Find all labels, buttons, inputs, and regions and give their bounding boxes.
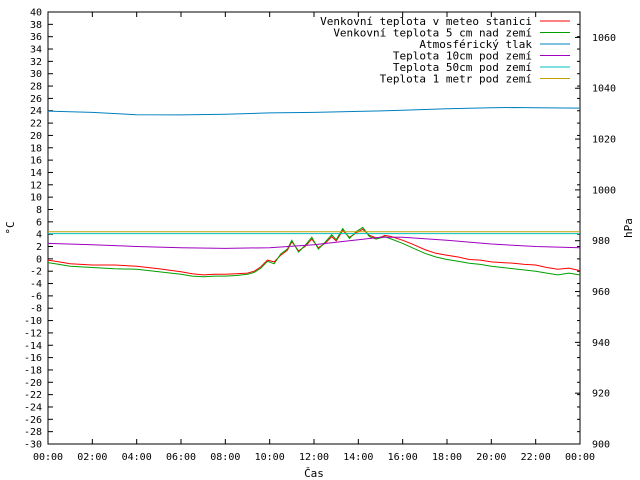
y-left-tick-label: 30	[30, 69, 42, 80]
y-right-tick-label: 1040	[592, 84, 616, 95]
x-tick-label: 18:00	[432, 452, 462, 463]
series-line-venkovni-teplota-v-meteo-stanici	[47, 228, 581, 276]
x-tick-label: 06:00	[166, 452, 196, 463]
x-tick-label: 04:00	[122, 452, 152, 463]
y-left-tick-label: 40	[30, 8, 42, 19]
y-left-tick-label: 0	[36, 254, 42, 265]
y-left-tick-label: -16	[24, 353, 42, 364]
legend-label: Teplota 1 metr pod zemí	[380, 73, 532, 86]
legend-label: Teplota 10cm pod zemí	[393, 50, 532, 63]
y-left-tick-label: 6	[36, 217, 42, 228]
y-left-tick-label: -24	[24, 402, 42, 413]
y-left-tick-label: 16	[30, 156, 42, 167]
y-right-tick-label: 1060	[592, 33, 616, 44]
y-left-tick-label: 12	[30, 180, 42, 191]
y-left-tick-label: 28	[30, 82, 42, 93]
y-left-tick-label: 38	[30, 20, 42, 31]
y-left-tick-label: -6	[30, 291, 42, 302]
y-left-tick-label: 8	[36, 205, 42, 216]
y-right-tick-label: 900	[592, 440, 610, 451]
y-left-tick-label: -2	[30, 267, 42, 278]
legend-label: Venkovní teplota 5 cm nad zemí	[333, 27, 532, 40]
y-left-tick-label: 36	[30, 32, 42, 43]
x-tick-label: 22:00	[521, 452, 551, 463]
y-left-tick-label: -8	[30, 304, 42, 315]
y-left-tick-label: -18	[24, 365, 42, 376]
y-right-ticks: 900 920 940 960 980 1000 1020 1040 1060	[575, 33, 616, 451]
y-right-tick-label: 940	[592, 338, 610, 349]
y-left-tick-label: 24	[30, 106, 42, 117]
y-left-tick-label: -10	[24, 316, 42, 327]
x-axis-title: Čas	[304, 467, 324, 480]
y-left-tick-label: -20	[24, 378, 42, 389]
y-right-tick-label: 980	[592, 236, 610, 247]
y-left-tick-label: 18	[30, 143, 42, 154]
y-left-tick-label: 22	[30, 119, 42, 130]
x-tick-label: 14:00	[343, 452, 373, 463]
y-left-tick-label: 2	[36, 242, 42, 253]
x-tick-label: 10:00	[255, 452, 285, 463]
y-right-tick-label: 1020	[592, 135, 616, 146]
x-tick-label: 12:00	[299, 452, 329, 463]
y-left-tick-label: -14	[24, 341, 42, 352]
legend: Venkovní teplota v meteo staniciVenkovní…	[320, 15, 570, 86]
y-left-tick-label: 14	[30, 168, 42, 179]
x-tick-label: 00:00	[565, 452, 595, 463]
series-line-teplota-10cm-pod-zemi	[47, 236, 581, 249]
x-tick-label: 20:00	[476, 452, 506, 463]
legend-label: Venkovní teplota v meteo stanici	[320, 15, 532, 28]
legend-label: Atmosférický tlak	[419, 38, 532, 51]
y-right-axis-title: hPa	[622, 218, 635, 238]
y-left-tick-label: -26	[24, 415, 42, 426]
y-left-tick-label: 20	[30, 131, 42, 142]
x-tick-label: 16:00	[388, 452, 418, 463]
x-tick-label: 02:00	[77, 452, 107, 463]
series-line-atmosfericky-tlak	[47, 106, 581, 116]
y-left-tick-label: 4	[36, 230, 42, 241]
y-left-tick-label: -30	[24, 440, 42, 451]
y-left-ticks: -30-28-26-24-22-20-18-16-14-12-10-8-6-4-…	[24, 8, 580, 451]
y-right-tick-label: 920	[592, 389, 610, 400]
y-left-tick-label: 26	[30, 94, 42, 105]
y-left-axis-title: °C	[4, 221, 17, 234]
y-left-tick-label: -12	[24, 328, 42, 339]
y-left-tick-label: -22	[24, 390, 42, 401]
y-right-tick-label: 960	[592, 287, 610, 298]
x-ticks: 00:00 02:00 04:00 06:00 08:00 10:00 12:00 14:00…	[33, 12, 595, 463]
y-left-tick-label: 10	[30, 193, 42, 204]
y-left-tick-label: 32	[30, 57, 42, 68]
x-tick-label: 08:00	[210, 452, 240, 463]
x-tick-label: 00:00	[33, 452, 63, 463]
y-left-tick-label: 34	[30, 45, 42, 56]
y-left-tick-label: -28	[24, 427, 42, 438]
series-layer	[47, 106, 581, 278]
series-line-venkovni-teplota-5-cm-nad-zemi	[47, 226, 581, 278]
legend-label: Teplota 50cm pod zemí	[393, 61, 532, 74]
y-left-tick-label: -4	[30, 279, 42, 290]
y-right-tick-label: 1000	[592, 185, 616, 196]
